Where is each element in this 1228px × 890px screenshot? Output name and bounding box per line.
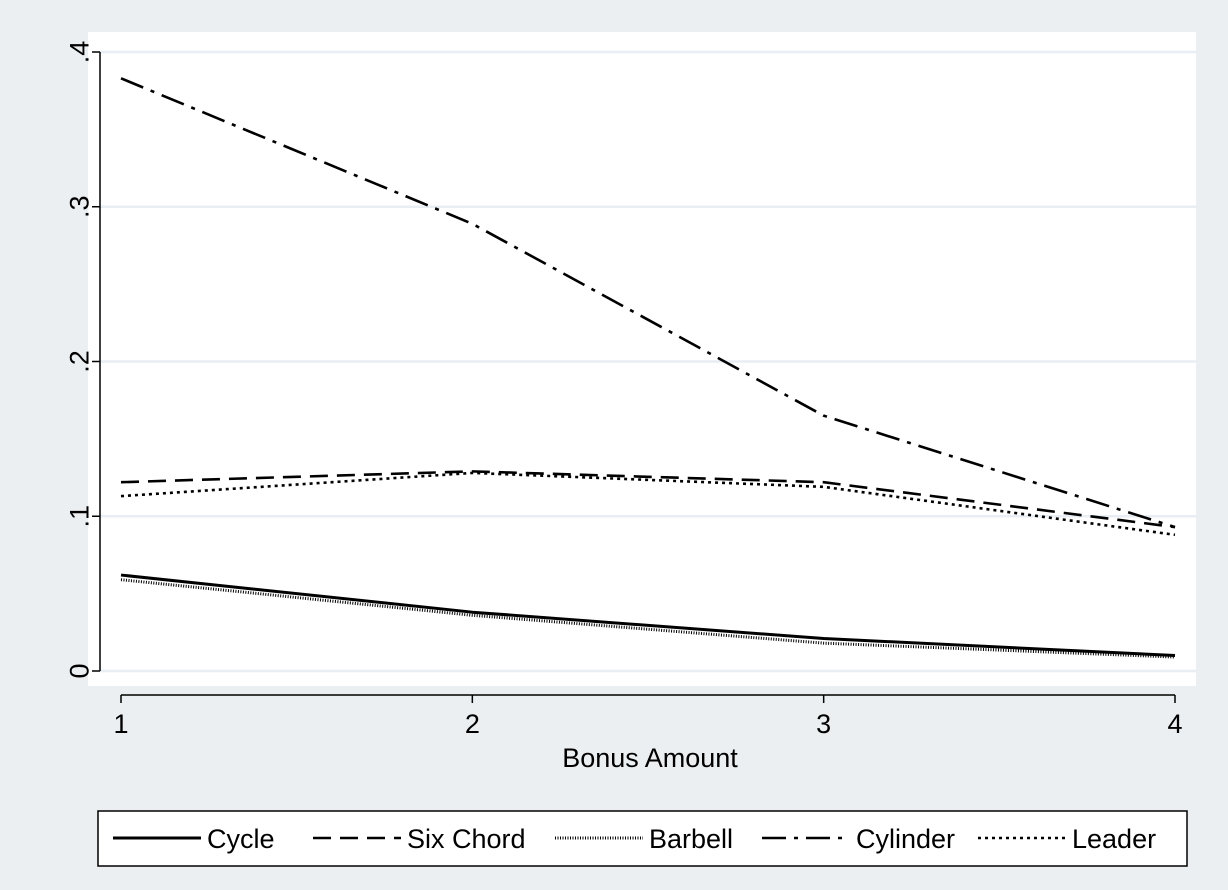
y-tick-label-3: .3 [64, 195, 94, 218]
grid-lines [100, 50, 1196, 673]
y-tick-label-1: .1 [64, 505, 94, 528]
x-tick-label-0: 1 [113, 709, 128, 739]
x-axis: 1 2 3 4 [113, 694, 1183, 739]
legend-label-cylinder: Cylinder [856, 824, 955, 854]
y-axis: 0 .1 .2 .3 .4 [64, 41, 101, 679]
y-tick-label-0: 0 [64, 663, 94, 678]
series-line-cylinder [120, 77, 1176, 529]
series-line-leader [120, 471, 1176, 537]
legend-items: Cycle Six Chord Barbell Cylinder Leader [113, 824, 1156, 854]
legend-label-cycle: Cycle [207, 824, 275, 854]
x-axis-label: Bonus Amount [562, 743, 738, 773]
legend-label-six-chord: Six Chord [407, 824, 526, 854]
x-tick-label-2: 3 [816, 709, 831, 739]
x-tick-label-3: 4 [1167, 709, 1182, 739]
y-tick-label-2: .2 [64, 350, 94, 373]
legend-label-barbell: Barbell [649, 824, 733, 854]
legend-label-leader: Leader [1072, 824, 1156, 854]
x-tick-label-1: 2 [465, 709, 480, 739]
series-line-cycle [120, 573, 1176, 658]
y-tick-label-4: .4 [64, 41, 94, 64]
series-lines [120, 77, 1176, 659]
series-line-six-chord [120, 470, 1176, 529]
